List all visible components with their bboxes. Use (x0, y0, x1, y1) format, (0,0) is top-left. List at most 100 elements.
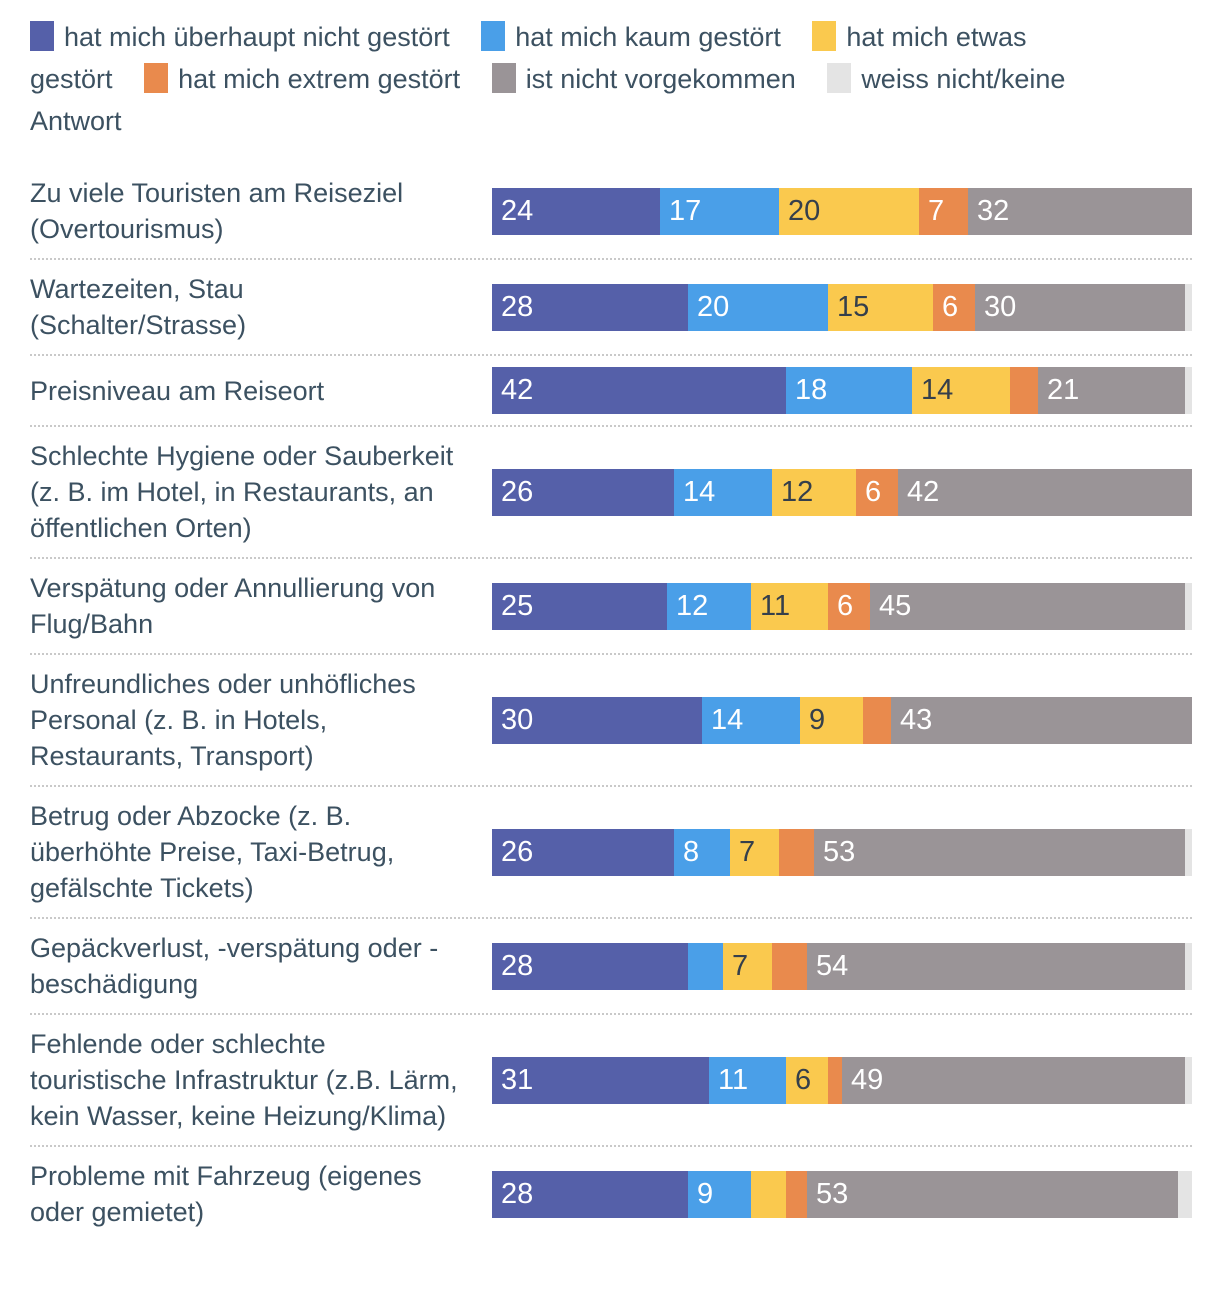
bar-segment-value: 12 (781, 475, 814, 508)
legend-item-label: hat mich etwas gestört (30, 22, 1027, 94)
bar-segment-value: 7 (732, 949, 749, 982)
bar-segment: 28 (492, 942, 688, 990)
bar-segment: 18 (786, 367, 912, 414)
row-label: Unfreundliches oder unhöfliches Personal… (30, 669, 416, 771)
legend-item: hat mich überhaupt nicht gestört (30, 21, 450, 52)
bar-segment: 7 (723, 942, 772, 990)
bar-segment (688, 942, 723, 990)
bar-segment: 9 (688, 1170, 751, 1218)
bar-segment: 11 (709, 1056, 786, 1104)
bar-segment-value: 6 (795, 1063, 812, 1096)
bar-segment (1185, 283, 1192, 331)
bar-segment: 28 (492, 283, 688, 331)
row-label: Fehlende oder schlechte touristische Inf… (30, 1029, 458, 1131)
bar-segment-value: 54 (816, 949, 849, 982)
bar-segment-value: 11 (760, 589, 791, 622)
chart-legend: hat mich überhaupt nicht gestört hat mic… (30, 16, 1110, 142)
stacked-bar: 28 9 53 (492, 1170, 1192, 1218)
bar-segment-value: 21 (1047, 374, 1080, 406)
legend-item-label: ist nicht vorgekommen (525, 64, 796, 94)
bar-segment: 14 (674, 468, 772, 516)
stacked-bar: 42 18 14 21 (492, 367, 1192, 414)
legend-item: hat mich kaum gestört (481, 21, 781, 52)
bar-segment: 26 (492, 828, 674, 876)
bar-segment-value: 14 (921, 374, 954, 406)
bar-segment-value: 6 (942, 290, 959, 323)
bar-segment: 15 (828, 283, 933, 331)
chart-row: Unfreundliches oder unhöfliches Personal… (30, 655, 1192, 787)
chart-row: Gepäckverlust, -verspätung oder -beschäd… (30, 919, 1192, 1015)
bar-segment: 11 (751, 582, 828, 630)
bar-segment: 53 (814, 828, 1185, 876)
row-label: Preisniveau am Reiseort (30, 375, 325, 406)
bar-segment-value: 30 (501, 703, 534, 736)
bar-segment: 17 (660, 187, 779, 235)
bar-segment (751, 1170, 786, 1218)
row-label: Verspätung oder Annullierung von Flug/Ba… (30, 573, 436, 639)
chart-row: Probleme mit Fahrzeug (eigenes oder gemi… (30, 1147, 1192, 1241)
bar-segment-value: 26 (501, 475, 534, 508)
bar-segment (828, 1056, 842, 1104)
bar-segment: 9 (800, 696, 863, 744)
stacked-bar: 26 14 12 6 42 (492, 468, 1192, 516)
stacked-bar: 30 14 9 43 (492, 696, 1192, 744)
bar-segment: 14 (702, 696, 800, 744)
bar-segment: 12 (772, 468, 856, 516)
bar-segment: 31 (492, 1056, 709, 1104)
row-label: Gepäckverlust, -verspätung oder -beschäd… (30, 933, 439, 999)
bar-segment-value: 24 (501, 194, 534, 227)
bar-segment (1185, 1056, 1192, 1104)
bar-segment-value: 14 (683, 475, 716, 508)
bar-segment-value: 31 (501, 1063, 534, 1096)
bar-segment (1185, 942, 1192, 990)
bar-segment-value: 8 (683, 835, 700, 868)
legend-swatch (30, 21, 54, 51)
bar-segment: 25 (492, 582, 667, 630)
row-label: Schlechte Hygiene oder Sauberkeit (z. B.… (30, 441, 454, 543)
bar-segment: 14 (912, 367, 1010, 414)
chart-row: Preisniveau am Reiseort 42 18 14 21 (30, 356, 1192, 427)
bar-segment-value: 15 (837, 290, 870, 323)
row-label: Probleme mit Fahrzeug (eigenes oder gemi… (30, 1161, 422, 1227)
bar-segment-value: 12 (676, 589, 709, 622)
bar-segment: 6 (786, 1056, 828, 1104)
bar-segment-value: 9 (697, 1177, 714, 1210)
bar-segment (1178, 1170, 1192, 1218)
legend-item: weiss nicht/keine Antwort (30, 63, 1066, 136)
bar-segment: 53 (807, 1170, 1178, 1218)
bar-segment (786, 1170, 807, 1218)
bar-segment (1185, 367, 1192, 414)
legend-item: hat mich extrem gestört (144, 63, 461, 94)
bar-segment-value: 26 (501, 835, 534, 868)
bar-segment (863, 696, 891, 744)
chart-row: Zu viele Touristen am Reiseziel (Overtou… (30, 164, 1192, 260)
bar-segment-value: 17 (669, 194, 702, 227)
bar-segment (772, 942, 807, 990)
bar-segment-value: 18 (795, 374, 828, 406)
bar-segment: 26 (492, 468, 674, 516)
bar-segment: 20 (688, 283, 828, 331)
row-label: Zu viele Touristen am Reiseziel (Overtou… (30, 178, 404, 244)
bar-segment: 42 (492, 367, 786, 414)
bar-segment: 8 (674, 828, 730, 876)
bar-segment-value: 6 (837, 589, 854, 622)
chart-row: Wartezeiten, Stau (Schalter/Strasse) 28 20… (30, 260, 1192, 356)
bar-segment-value: 6 (865, 475, 882, 508)
bar-segment: 24 (492, 187, 660, 235)
bar-segment: 49 (842, 1056, 1185, 1104)
stacked-bar: 24 17 20 7 32 (492, 187, 1192, 235)
legend-item-label: hat mich kaum gestört (515, 22, 781, 52)
bar-segment: 30 (492, 696, 702, 744)
bar-segment-value: 53 (816, 1177, 849, 1210)
bar-segment-value: 49 (851, 1063, 884, 1096)
bar-segment: 21 (1038, 367, 1185, 414)
stacked-bar: 31 11 6 49 (492, 1056, 1192, 1104)
legend-swatch (144, 63, 169, 93)
bar-segment-value: 7 (928, 194, 945, 227)
bar-segment: 6 (856, 468, 898, 516)
legend-item-label: hat mich extrem gestört (178, 64, 461, 94)
bar-segment-value: 11 (718, 1063, 749, 1096)
bar-segment (779, 828, 814, 876)
legend-item-label: weiss nicht/keine Antwort (30, 64, 1066, 136)
bar-segment-value: 45 (879, 589, 912, 622)
